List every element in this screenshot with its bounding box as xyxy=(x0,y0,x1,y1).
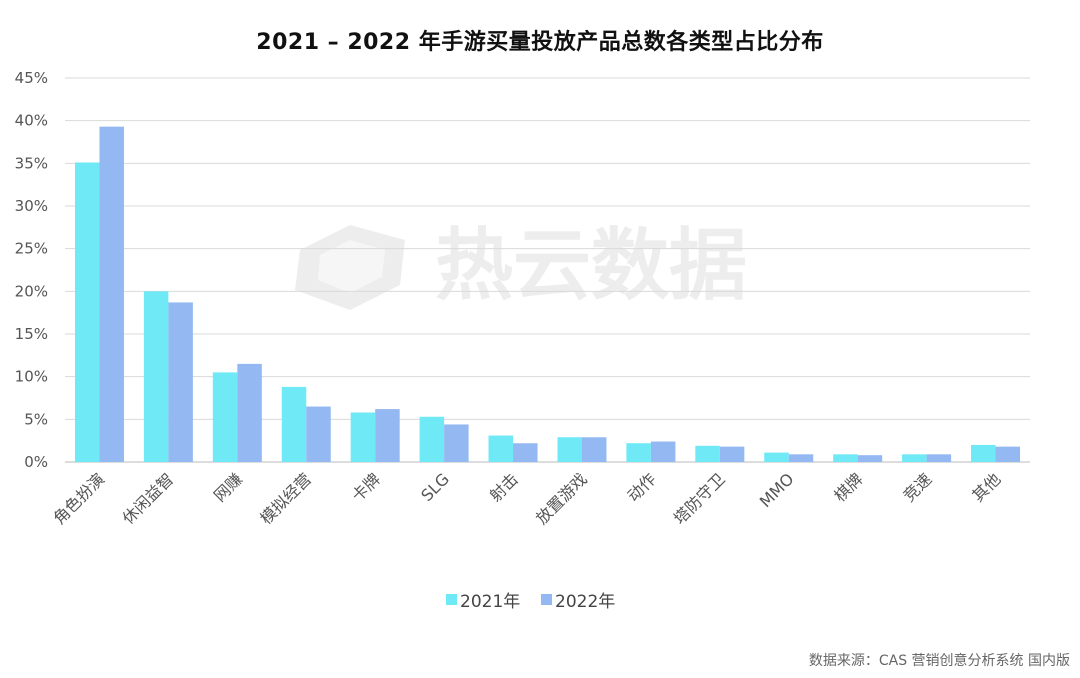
legend: 2021年 2022年 xyxy=(446,592,615,612)
bar-2021 xyxy=(74,162,100,463)
bar-2022 xyxy=(581,437,607,462)
bar-2021 xyxy=(695,445,720,462)
bar-2022 xyxy=(99,126,124,462)
bar-2022 xyxy=(719,446,745,462)
bar-2021 xyxy=(557,437,582,462)
y-axis: 0% 5% 10% 15% 20% 25% 30% 35% 40% 45% xyxy=(15,69,48,471)
y-tick-label: 30% xyxy=(15,197,48,215)
x-tick-label: 放置游戏 xyxy=(532,469,591,528)
bar-2022 xyxy=(237,363,262,462)
x-tick-label: 动作 xyxy=(624,469,660,505)
y-tick-label: 10% xyxy=(15,368,48,386)
bar-2021 xyxy=(143,291,169,462)
y-tick-label: 5% xyxy=(24,410,48,428)
x-tick-label: 角色扮演 xyxy=(50,469,109,528)
bar-2021 xyxy=(350,412,376,462)
y-tick-label: 35% xyxy=(15,154,48,172)
watermark-text: 热云数据 xyxy=(435,221,747,311)
bar-2022 xyxy=(513,443,538,462)
x-tick-label: 卡牌 xyxy=(348,469,384,505)
bar-2021 xyxy=(626,443,651,462)
bar-2022 xyxy=(857,455,883,462)
x-tick-label: 其他 xyxy=(968,469,1004,505)
x-tick-label: 射击 xyxy=(486,469,522,505)
source-note: 数据来源：CAS 营销创意分析系统 国内版 xyxy=(808,653,1070,669)
legend-swatch xyxy=(541,594,552,605)
y-tick-label: 40% xyxy=(15,112,48,130)
x-tick-label: 棋牌 xyxy=(830,469,866,505)
y-tick-label: 0% xyxy=(24,453,48,471)
watermark: 热云数据 xyxy=(295,221,747,311)
x-tick-label: 竞速 xyxy=(899,469,935,505)
bar-2021 xyxy=(212,372,238,462)
bar-2022 xyxy=(788,454,814,462)
bar-2022 xyxy=(650,441,676,462)
x-tick-label: 网赚 xyxy=(210,469,246,505)
x-axis: 角色扮演 休闲益智 网赚 模拟经营 卡牌 SLG 射击 放置游戏 动作 塔防守卫 MMO 棋牌 竞速 其他 xyxy=(50,469,1005,528)
bar-2021 xyxy=(419,416,445,462)
x-tick-label: 模拟经营 xyxy=(256,469,315,528)
x-tick-label: SLG xyxy=(417,469,453,505)
bar-2022 xyxy=(926,454,952,462)
legend-label: 2022年 xyxy=(555,592,615,612)
x-tick-label: 塔防守卫 xyxy=(670,469,729,528)
y-tick-label: 25% xyxy=(15,240,48,258)
bar-2022 xyxy=(444,424,469,462)
chart-title: 2021 – 2022 年手游买量投放产品总数各类型占比分布 xyxy=(256,30,824,55)
x-tick-label: 休闲益智 xyxy=(119,469,178,528)
legend-swatch xyxy=(446,594,457,605)
bar-2021 xyxy=(902,454,927,462)
bar-2021 xyxy=(833,454,858,462)
bar-2022 xyxy=(375,409,400,462)
bar-2021 xyxy=(281,386,307,462)
y-tick-label: 15% xyxy=(15,325,48,343)
bar-2021 xyxy=(971,444,996,462)
bar-2021 xyxy=(764,452,789,462)
y-tick-label: 45% xyxy=(15,69,48,87)
bar-2022 xyxy=(168,302,193,462)
x-tick-label: MMO xyxy=(756,469,798,511)
bar-2022 xyxy=(306,406,331,462)
bars xyxy=(74,126,1021,463)
legend-label: 2021年 xyxy=(460,592,520,612)
bar-2021 xyxy=(488,435,514,462)
bar-2022 xyxy=(995,446,1021,462)
y-tick-label: 20% xyxy=(15,282,48,300)
